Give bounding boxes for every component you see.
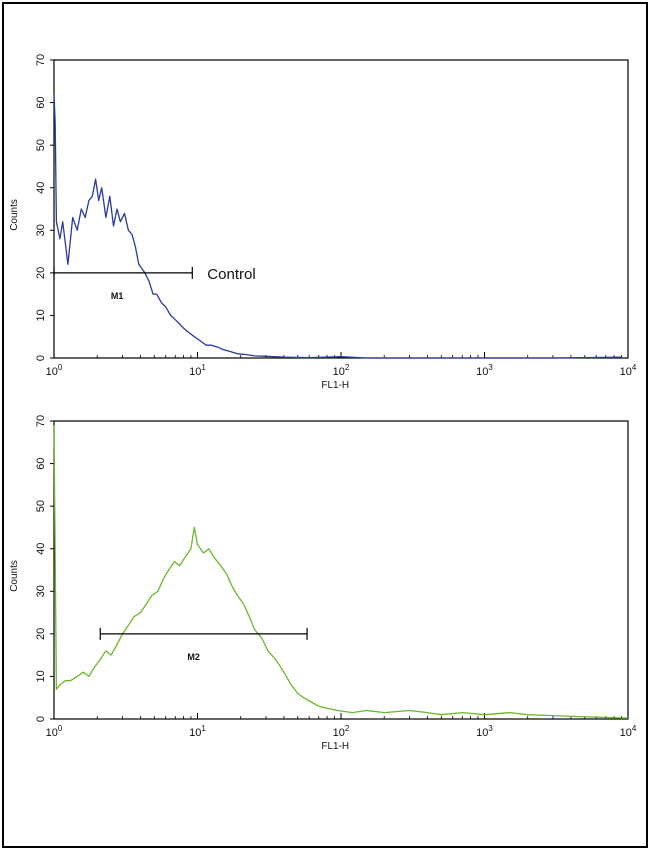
x-tick-label: 103	[476, 363, 493, 378]
gate-label: M1	[111, 291, 124, 301]
x-tick-label: 104	[620, 724, 637, 739]
y-tick-label: 10	[35, 309, 47, 321]
x-tick-label: 100	[46, 724, 63, 739]
y-tick-label: 40	[35, 543, 47, 555]
y-axis-label: Counts	[9, 199, 20, 231]
y-tick-label: 70	[35, 415, 47, 427]
y-tick-label: 50	[35, 139, 47, 151]
y-axis-label: Counts	[9, 560, 20, 592]
x-tick-label: 102	[333, 724, 350, 739]
y-tick-label: 60	[35, 457, 47, 469]
x-tick-label: 100	[46, 363, 63, 378]
x-tick-label: 104	[620, 363, 637, 378]
control-annotation: Control	[207, 266, 255, 283]
x-axis-label: FL1-H	[321, 380, 349, 391]
histogram-trace	[53, 425, 629, 719]
y-tick-label: 0	[35, 716, 47, 722]
histogram-panel-1: 0 10 20 30 40 50 60 70 100 101 102 103 104 FL1-H Count…	[9, 54, 637, 391]
y-tick-label: 30	[35, 585, 47, 597]
x-tick-label: 101	[189, 724, 206, 739]
gate-marker-m2: M2	[99, 627, 308, 662]
y-tick-label: 70	[35, 54, 47, 66]
x-tick-label: 103	[476, 724, 493, 739]
gate-label: M2	[187, 652, 200, 662]
y-tick-label: 50	[35, 500, 47, 512]
y-tick-label: 20	[35, 267, 47, 279]
plot-area	[53, 59, 629, 359]
histogram-panel-2: 0 10 20 30 40 50 60 70 100 101 102 103 104 FL1-H Count…	[9, 415, 637, 752]
x-tick-label: 102	[333, 363, 350, 378]
gate-marker-m1: M1	[53, 266, 193, 301]
y-tick-label: 0	[35, 355, 47, 361]
y-tick-label: 60	[35, 96, 47, 108]
x-axis-label: FL1-H	[321, 741, 349, 752]
y-tick-label: 40	[35, 182, 47, 194]
plot-area	[53, 420, 629, 720]
y-tick-label: 20	[35, 628, 47, 640]
histogram-trace	[53, 94, 622, 359]
y-tick-label: 30	[35, 224, 47, 236]
x-tick-label: 101	[189, 363, 206, 378]
y-tick-label: 10	[35, 670, 47, 682]
